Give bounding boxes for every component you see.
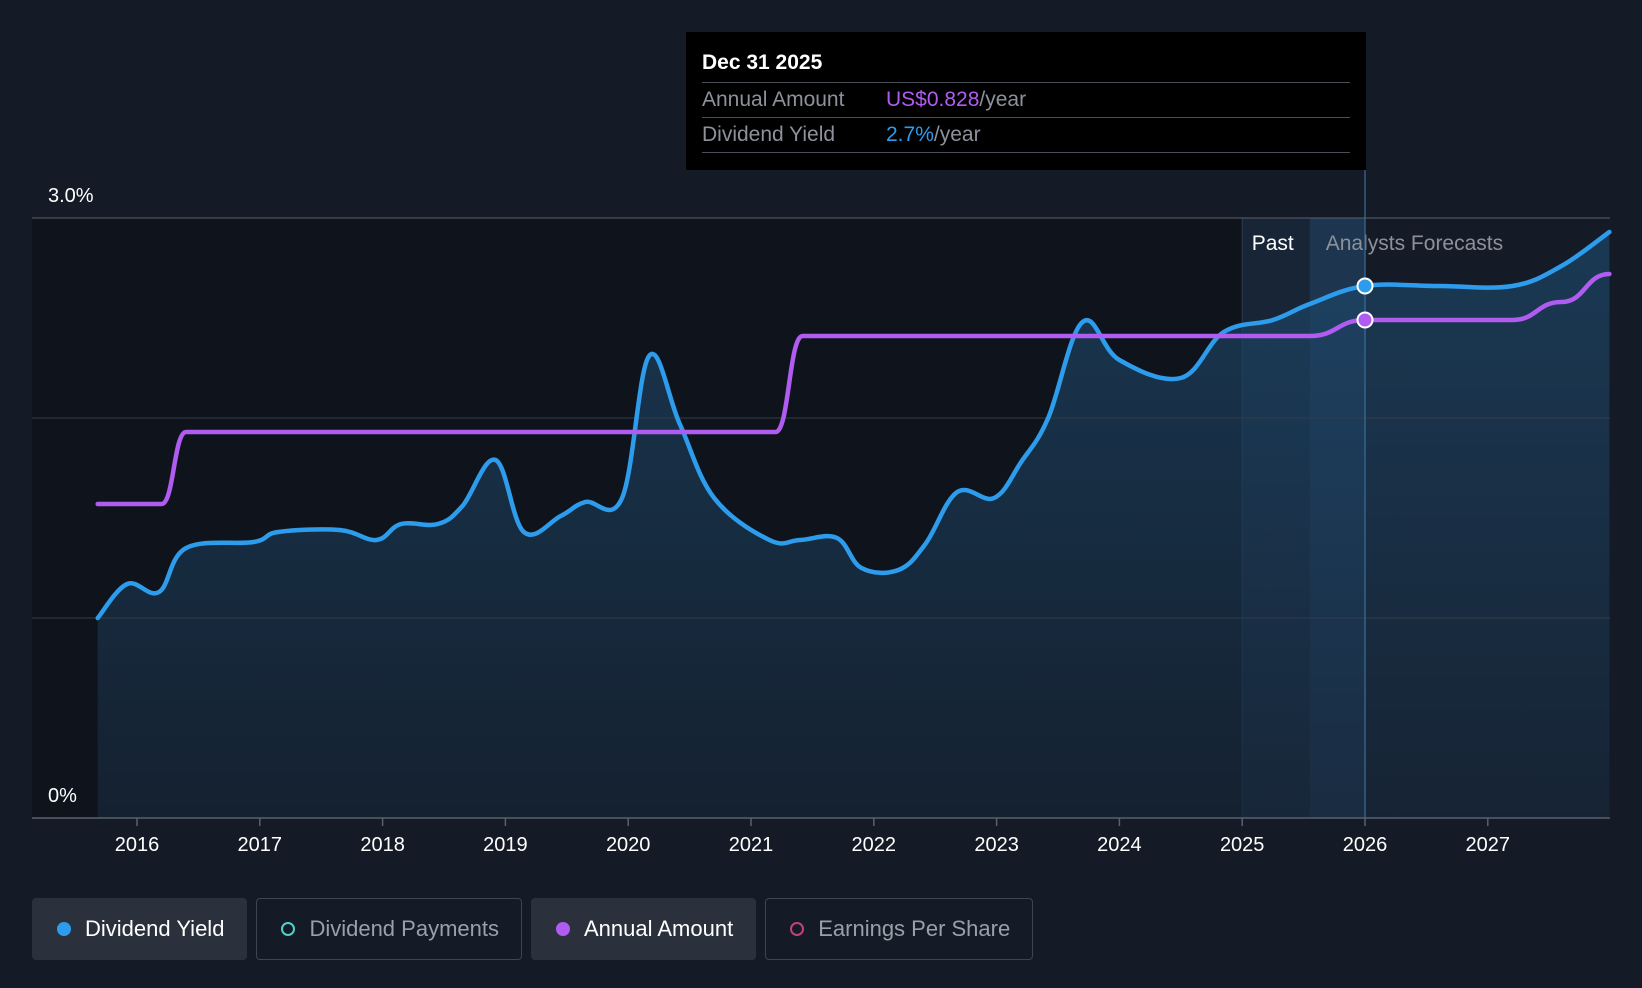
legend-label: Dividend Payments [309, 916, 499, 941]
hollow-dot-icon [790, 922, 805, 936]
x-tick-label: 2023 [974, 834, 1019, 856]
y-tick-label: 3.0% [48, 185, 94, 207]
x-tick-label: 2018 [360, 834, 405, 856]
x-tick-label: 2017 [238, 834, 283, 856]
tooltip-unit: /year [979, 88, 1027, 111]
x-tick-label: 2021 [729, 834, 774, 856]
x-tick-label: 2024 [1097, 834, 1142, 856]
filled-dot-icon [555, 922, 570, 936]
tooltip-label: Dividend Yield [702, 123, 836, 146]
tooltip-row-dividend-yield: Dividend Yield 2.7% /year [702, 118, 1350, 153]
legend-label: Dividend Yield [85, 916, 225, 941]
tooltip-value: US$0.828 [886, 88, 980, 111]
tooltip: Dec 31 2025 Annual Amount US$0.828 /year… [686, 32, 1366, 170]
x-tick-label: 2027 [1466, 834, 1511, 856]
tooltip-date: Dec 31 2025 [702, 48, 1350, 83]
tooltip-value: 2.7% [886, 123, 934, 146]
annual-amount-marker [1356, 311, 1374, 329]
x-tick-label: 2025 [1220, 834, 1265, 856]
hollow-dot-icon [281, 922, 296, 936]
legend-annual-amount-button[interactable]: Annual Amount [530, 898, 757, 960]
legend-dividend-yield-button[interactable]: Dividend Yield [32, 898, 248, 960]
legend: Dividend Yield Dividend Payments Annual … [32, 898, 1034, 960]
dividend-yield-area [97, 232, 1610, 818]
tooltip-row-annual-amount: Annual Amount US$0.828 /year [702, 83, 1350, 118]
x-tick-label: 2020 [606, 834, 651, 856]
legend-label: Earnings Per Share [818, 916, 1011, 941]
x-tick-label: 2026 [1343, 834, 1388, 856]
x-tick-label: 2019 [483, 834, 528, 856]
tooltip-label: Annual Amount [702, 88, 845, 111]
legend-dividend-payments-button[interactable]: Dividend Payments [256, 898, 522, 960]
x-tick-label: 2022 [852, 834, 897, 856]
forecast-label: Analysts Forecasts [1326, 232, 1503, 255]
y-tick-label: 0% [48, 785, 77, 807]
past-label: Past [1252, 232, 1294, 255]
legend-earnings-per-share-button[interactable]: Earnings Per Share [765, 898, 1034, 960]
filled-dot-icon [57, 922, 71, 936]
dividend-yield-marker [1356, 277, 1374, 295]
tooltip-unit: /year [933, 123, 981, 146]
annual-amount-line [95, 271, 1612, 507]
dividend-yield-line [95, 229, 1612, 621]
x-tick-label: 2016 [115, 834, 160, 856]
legend-label: Annual Amount [583, 916, 734, 941]
